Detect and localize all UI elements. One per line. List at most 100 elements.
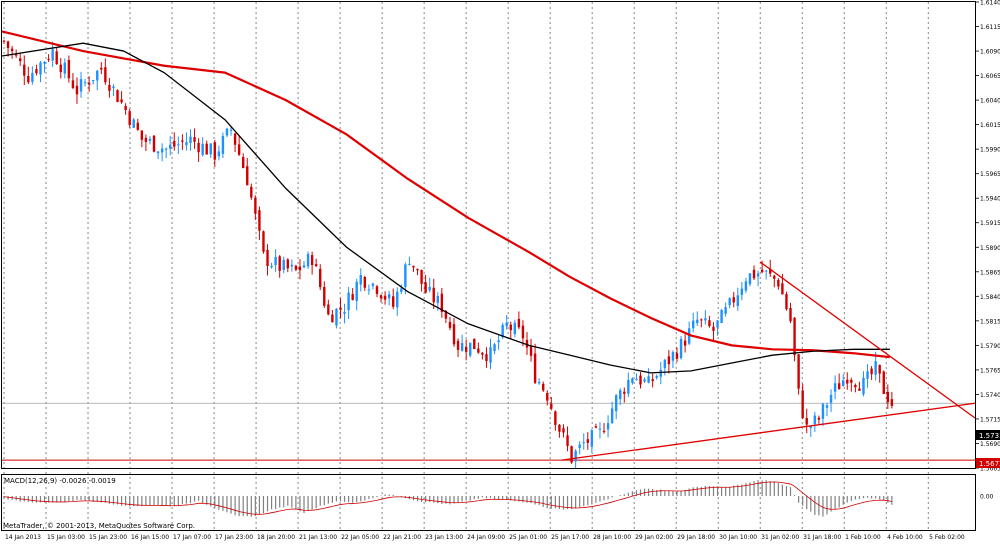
candle-body [104, 67, 107, 83]
x-tick-label: 1 Feb 10:00 [845, 534, 881, 541]
candle-body [777, 279, 780, 287]
candle-body [712, 326, 715, 331]
candle-body [136, 122, 139, 130]
x-tick-label: 21 Jan 13:00 [299, 534, 337, 541]
candle-body [817, 417, 821, 420]
candle-body [801, 390, 804, 418]
y-tick-label: 1.5840 [980, 294, 1000, 301]
candle-body [87, 82, 91, 85]
candle-body [392, 296, 395, 307]
candle-body [181, 140, 184, 142]
candle-body [452, 324, 456, 345]
candle-body [756, 273, 760, 277]
candle-body [529, 345, 533, 356]
candle-body [631, 378, 634, 383]
candle-body [177, 144, 180, 146]
candle-body [375, 286, 379, 294]
trendline [759, 261, 976, 419]
candle-body [31, 72, 34, 82]
candle-body [59, 64, 62, 73]
trendline [561, 402, 976, 461]
candle-body [590, 430, 594, 447]
x-tick-label: 23 Jan 13:00 [425, 534, 463, 541]
candle-body [578, 444, 581, 448]
candle-body [132, 119, 135, 128]
candle-body [286, 259, 289, 269]
candle-body [554, 411, 557, 425]
candle-body [79, 79, 83, 92]
candle-body [396, 291, 399, 308]
candle-body [485, 354, 488, 362]
candle-body [700, 319, 703, 321]
candle-body [716, 320, 719, 328]
candle-body [440, 293, 444, 312]
candle-body [400, 288, 403, 292]
platform-copyright: MetaTrader, © 2001-2013, MetaQuotes Soft… [3, 522, 195, 530]
candle-body [39, 62, 42, 75]
candle-body [489, 347, 492, 363]
candle-body [10, 48, 14, 52]
x-tick-label: 15 Jan 23:00 [89, 534, 127, 541]
candle-body [619, 390, 622, 400]
candle-body [752, 269, 756, 279]
macd-label: MACD(12,26,9) -0.0026 -0.0019 [4, 477, 116, 485]
candle-body [71, 80, 75, 88]
candle-body [19, 58, 22, 62]
candle-body [43, 61, 46, 64]
candle-body [55, 51, 58, 65]
candle-body [404, 264, 407, 288]
candle-body [655, 376, 658, 378]
y-tick-label: 1.5790 [980, 343, 1000, 350]
candle-body [327, 304, 330, 315]
candle-body [793, 317, 796, 356]
candle-body [383, 295, 387, 300]
candle-body [75, 85, 79, 95]
candle-body [505, 322, 508, 327]
candle-body [408, 264, 411, 266]
candle-body [351, 294, 354, 300]
candle-body [229, 129, 233, 131]
candle-body [687, 328, 691, 344]
candle-body [209, 143, 212, 155]
candle-body [217, 151, 221, 157]
candle-body [789, 308, 792, 322]
candle-body [639, 375, 642, 385]
candle-body [128, 111, 131, 125]
candle-body [266, 249, 269, 266]
y-tick-label: 1.5665 [980, 466, 1000, 473]
candle-body [343, 312, 346, 314]
candle-body [432, 287, 435, 303]
x-tick-label: 5 Feb 02:00 [929, 534, 965, 541]
candle-body [278, 256, 281, 271]
candle-body [201, 143, 204, 155]
candle-body [152, 135, 156, 152]
candle-body [570, 446, 573, 463]
candle-body [359, 275, 362, 285]
candle-body [614, 395, 618, 412]
candle-body [148, 138, 152, 141]
candle-body [550, 403, 553, 409]
candle-body [112, 86, 115, 88]
candle-body [302, 265, 306, 268]
x-tick-label: 14 Jan 2013 [5, 534, 41, 541]
candle-body [862, 377, 865, 395]
candle-body [842, 380, 845, 386]
candle-body [456, 340, 460, 350]
candle-body [355, 281, 358, 301]
candle-body [189, 136, 192, 143]
candle-body [663, 359, 667, 369]
candle-body [156, 151, 160, 154]
candle-body [100, 67, 103, 70]
candle-body [262, 231, 265, 252]
candle-body [197, 142, 200, 153]
candle-body [837, 383, 841, 390]
y-tick-label: 1.5940 [980, 196, 1000, 203]
candle-body [23, 64, 26, 76]
x-tick-label: 31 Jan 02:00 [761, 534, 799, 541]
candle-body [744, 281, 748, 291]
candle-body [562, 428, 565, 433]
y-tick-label: 1.5740 [980, 392, 1000, 399]
